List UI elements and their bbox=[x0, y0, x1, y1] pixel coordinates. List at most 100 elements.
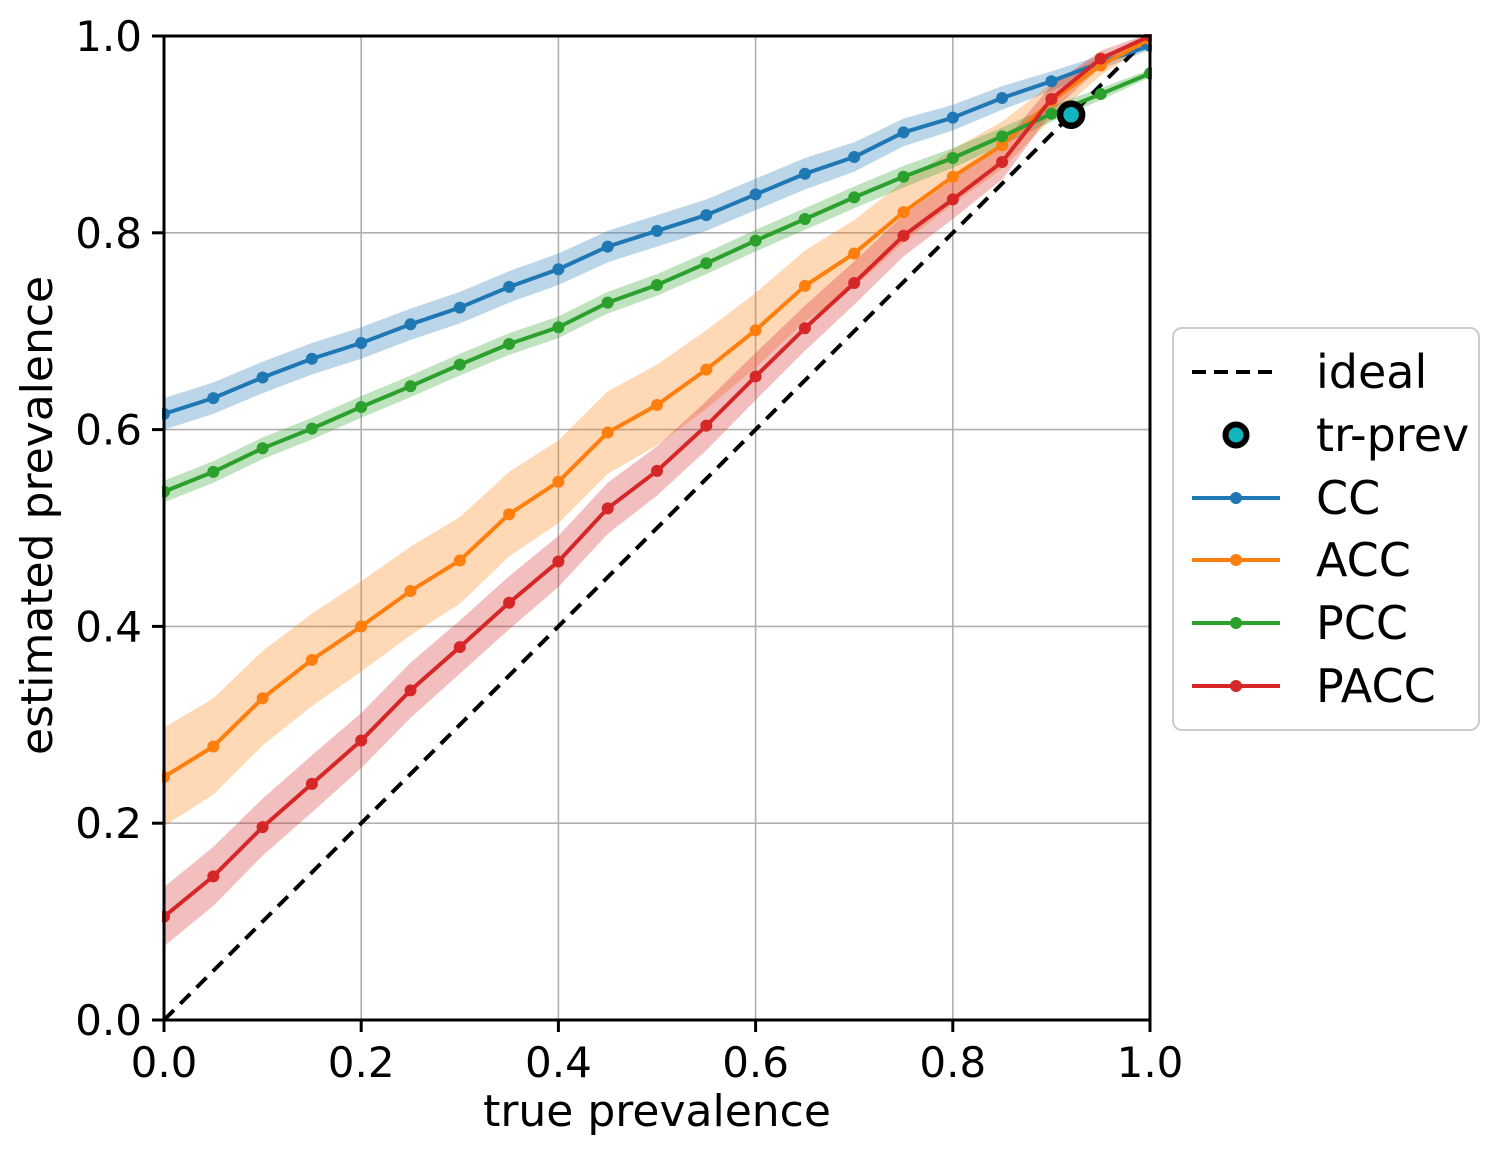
marker-ACC bbox=[305, 653, 318, 666]
legend-sample-tr-prev-icon bbox=[1222, 421, 1250, 449]
marker-ACC bbox=[355, 620, 368, 633]
legend-sample-CC bbox=[1192, 491, 1280, 504]
marker-CC bbox=[700, 209, 713, 222]
marker-PCC bbox=[897, 170, 910, 183]
x-tick-label: 0.0 bbox=[131, 1038, 198, 1087]
legend-label-PCC: PCC bbox=[1316, 595, 1408, 650]
marker-CC bbox=[946, 111, 959, 124]
band-PACC bbox=[164, 34, 1150, 947]
marker-CC bbox=[207, 392, 220, 405]
marker-PCC bbox=[1094, 88, 1107, 101]
y-axis-label: estimated prevalence bbox=[12, 275, 63, 755]
legend-label-ACC: ACC bbox=[1316, 533, 1411, 588]
marker-PACC bbox=[404, 684, 417, 697]
marker-PACC bbox=[700, 419, 713, 432]
legend-sample-ideal bbox=[1192, 370, 1280, 375]
x-tick-label: 0.4 bbox=[525, 1038, 592, 1087]
marker-PCC bbox=[798, 213, 811, 226]
marker-PCC bbox=[1045, 107, 1058, 120]
marker-ACC bbox=[848, 247, 861, 260]
marker-CC bbox=[897, 126, 910, 139]
marker-CC bbox=[355, 337, 368, 350]
marker-CC bbox=[552, 263, 565, 276]
marker-ACC bbox=[453, 554, 466, 567]
y-tick-label: 1.0 bbox=[75, 12, 142, 61]
marker-PCC bbox=[848, 191, 861, 204]
marker-PACC bbox=[503, 596, 516, 609]
marker-ACC bbox=[404, 584, 417, 597]
marker-PACC bbox=[601, 502, 614, 515]
marker-PACC bbox=[207, 870, 220, 883]
marker-ACC bbox=[503, 508, 516, 521]
marker-PACC bbox=[848, 276, 861, 289]
marker-PCC bbox=[453, 358, 466, 371]
marker-PCC bbox=[207, 465, 220, 478]
marker-CC bbox=[848, 151, 861, 164]
marker-PACC bbox=[355, 734, 368, 747]
y-tick-label: 0.4 bbox=[75, 602, 142, 651]
legend: ideal tr-prev CC ACC PCC PACC bbox=[1172, 327, 1480, 731]
plot-spines bbox=[162, 34, 1152, 1022]
x-tick-label: 0.2 bbox=[328, 1038, 395, 1087]
x-tick-label: 0.6 bbox=[722, 1038, 789, 1087]
legend-label-PACC: PACC bbox=[1316, 658, 1436, 713]
marker-PACC bbox=[749, 370, 762, 383]
marker-PCC bbox=[503, 337, 516, 350]
y-tick-label: 0.8 bbox=[75, 209, 142, 258]
marker-ACC bbox=[256, 692, 269, 705]
marker-CC bbox=[996, 91, 1009, 104]
marker-PACC bbox=[552, 555, 565, 568]
legend-label-tr-prev: tr-prev bbox=[1316, 407, 1470, 462]
marker-ACC bbox=[749, 324, 762, 337]
marker-PACC bbox=[1094, 52, 1107, 65]
marker-ACC bbox=[552, 475, 565, 488]
marker-PACC bbox=[996, 155, 1009, 168]
marker-CC bbox=[503, 280, 516, 293]
marker-PACC bbox=[897, 229, 910, 242]
marker-PCC bbox=[305, 422, 318, 435]
x-tick-label: 0.8 bbox=[919, 1038, 986, 1087]
marker-PCC bbox=[996, 130, 1009, 143]
marker-CC bbox=[305, 352, 318, 365]
marker-PACC bbox=[651, 464, 663, 477]
tr-prev-marker bbox=[1056, 100, 1086, 129]
marker-CC bbox=[749, 188, 762, 201]
marker-PCC bbox=[552, 321, 565, 334]
marker-PCC bbox=[700, 257, 713, 270]
legend-item-PCC: PCC bbox=[1174, 592, 1478, 654]
y-tick-label: 0.6 bbox=[75, 406, 142, 455]
legend-sample-PCC bbox=[1192, 616, 1280, 629]
marker-PACC bbox=[798, 322, 811, 335]
marker-PCC bbox=[601, 296, 614, 309]
marker-PACC bbox=[256, 821, 269, 834]
legend-label-CC: CC bbox=[1316, 470, 1381, 525]
y-tick-label: 0.0 bbox=[75, 996, 142, 1045]
marker-CC bbox=[453, 301, 466, 314]
x-axis-label: true prevalence bbox=[483, 1086, 831, 1137]
marker-PCC bbox=[256, 442, 269, 455]
marker-ACC bbox=[798, 279, 811, 292]
marker-PCC bbox=[404, 380, 417, 393]
marker-PCC bbox=[651, 278, 663, 291]
marker-ACC bbox=[700, 363, 713, 376]
marker-PCC bbox=[946, 152, 959, 165]
marker-CC bbox=[601, 240, 614, 253]
marker-CC bbox=[798, 167, 811, 180]
marker-PCC bbox=[749, 234, 762, 247]
marker-ACC bbox=[946, 170, 959, 183]
legend-sample-ACC bbox=[1192, 554, 1280, 567]
legend-item-tr-prev: tr-prev bbox=[1174, 404, 1478, 466]
marker-CC bbox=[256, 371, 269, 384]
x-tick-label: 1.0 bbox=[1117, 1038, 1184, 1087]
legend-item-PACC: PACC bbox=[1174, 655, 1478, 717]
marker-CC bbox=[404, 318, 417, 331]
legend-item-ACC: ACC bbox=[1174, 529, 1478, 591]
ideal-line bbox=[162, 34, 1152, 1022]
marker-ACC bbox=[651, 399, 663, 411]
legend-sample-PACC bbox=[1192, 679, 1280, 692]
marker-CC bbox=[1045, 75, 1058, 88]
marker-ACC bbox=[207, 740, 220, 753]
marker-ACC bbox=[601, 426, 614, 439]
